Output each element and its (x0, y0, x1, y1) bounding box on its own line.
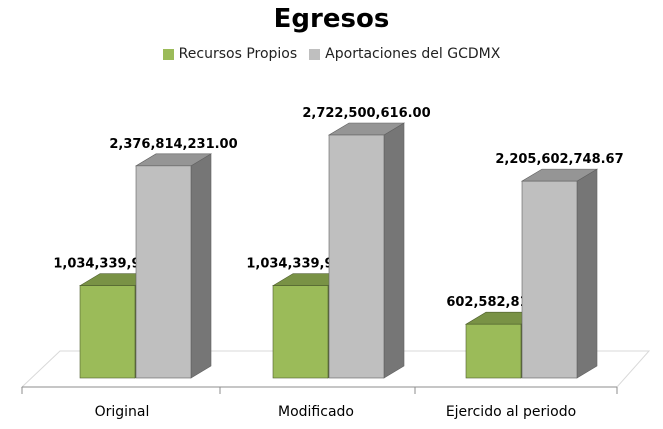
legend: Recursos Propios Aportaciones del GCDMX (0, 44, 663, 64)
data-label: 2,722,500,616.00 (302, 106, 430, 121)
chart-title: Egresos (273, 4, 390, 34)
bar (135, 165, 192, 379)
data-label: 2,376,814,231.00 (109, 137, 237, 152)
legend-item-aportaciones: Aportaciones del GCDMX (309, 46, 500, 62)
bar (328, 134, 385, 379)
data-label: 2,205,602,748.67 (495, 152, 623, 167)
legend-swatch-recursos-propios (162, 48, 174, 60)
x-tick-label: Ejercido al periodo (446, 404, 576, 420)
legend-label-recursos-propios: Recursos Propios (178, 46, 298, 62)
bar-side (190, 153, 212, 379)
bar (521, 180, 578, 379)
bar-side (576, 168, 598, 379)
bar (79, 285, 136, 379)
legend-item-recursos-propios: Recursos Propios (162, 46, 298, 62)
bar (465, 323, 522, 379)
bar (272, 285, 329, 379)
legend-swatch-aportaciones (309, 48, 321, 60)
bar-side (383, 122, 405, 379)
legend-label-aportaciones: Aportaciones del GCDMX (325, 46, 501, 62)
x-tick-label: Modificado (278, 404, 354, 420)
x-tick-label: Original (95, 404, 150, 420)
